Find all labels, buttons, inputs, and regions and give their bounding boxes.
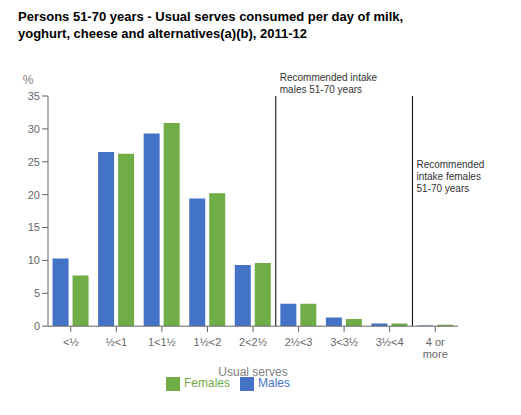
svg-text:Recommendedintake females51-70: Recommendedintake females51-70 years	[416, 159, 484, 194]
html-text:Males: Males	[258, 376, 290, 391]
svg-text:Usual serves: Usual serves	[218, 365, 287, 379]
svg-text:15: 15	[28, 221, 40, 233]
svg-text:½<1: ½<1	[105, 336, 127, 348]
svg-text:2½<3: 2½<3	[285, 336, 313, 348]
svg-text:1½<2: 1½<2	[194, 336, 222, 348]
svg-text:0: 0	[34, 320, 40, 332]
svg-text:<½: <½	[63, 336, 79, 348]
svg-text:2<2½: 2<2½	[239, 336, 267, 348]
svg-text:10: 10	[28, 254, 40, 266]
svg-text:3½<4: 3½<4	[376, 336, 404, 348]
svg-text:1<1½: 1<1½	[148, 336, 176, 348]
html-text:Persons 51-70 years - Usual se: Persons 51-70 years - Usual serves consu…	[18, 9, 404, 41]
svg-text:%: %	[23, 73, 34, 87]
svg-text:20: 20	[28, 189, 40, 201]
svg-text:4 ormore: 4 ormore	[423, 336, 448, 360]
html-text:Females: Females	[184, 376, 230, 391]
svg-text:25: 25	[28, 156, 40, 168]
svg-text:3<3½: 3<3½	[330, 336, 358, 348]
svg-text:35: 35	[28, 90, 40, 102]
svg-text:30: 30	[28, 123, 40, 135]
svg-text:5: 5	[34, 287, 40, 299]
svg-text:Recommended intakemales 51-70: Recommended intakemales 51-70 years	[280, 72, 378, 95]
